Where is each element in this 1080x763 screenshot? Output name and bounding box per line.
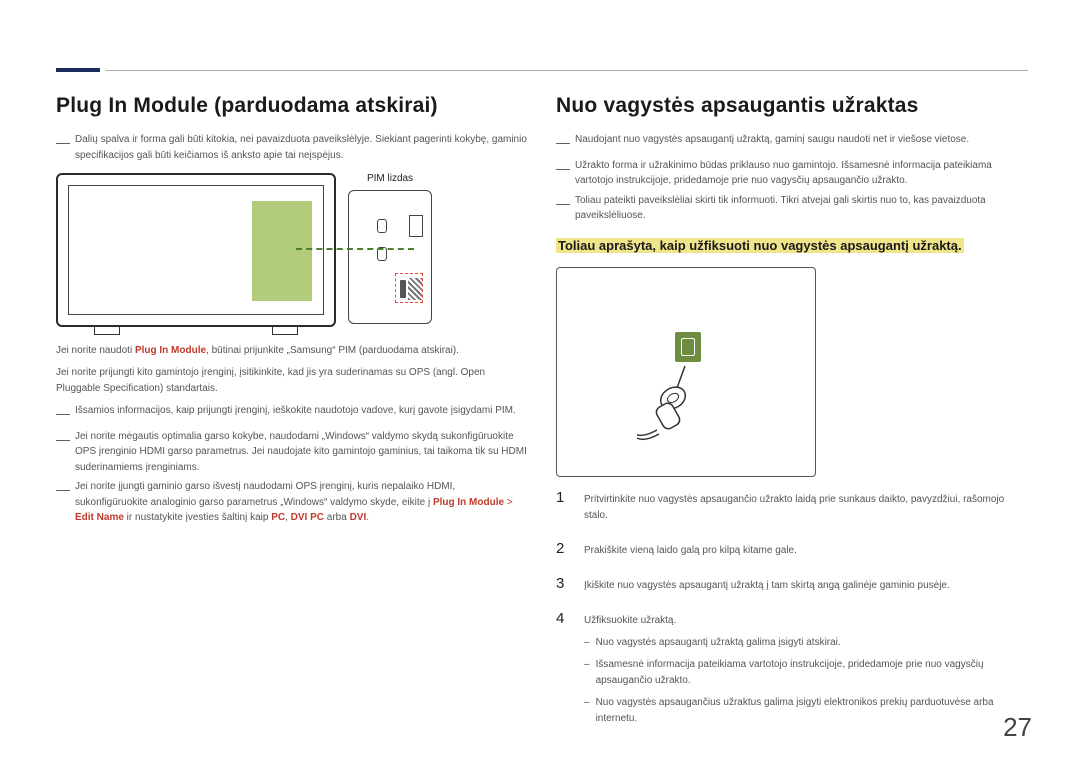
right-heading: Nuo vagystės apsaugantis užraktas <box>556 94 1028 118</box>
step-4-text: Užfiksuokite užraktą. <box>584 615 676 626</box>
bold-red-text: DVI <box>350 512 367 523</box>
text: Jei norite naudoti <box>56 345 135 356</box>
monitor-illustration <box>56 173 336 327</box>
left-heading: Plug In Module (parduodama atskirai) <box>56 94 528 118</box>
accent-bar <box>56 68 100 72</box>
diagram-row: PIM lizdas <box>56 173 528 327</box>
text: Jei norite įjungti gaminio garso išvestį… <box>75 481 455 508</box>
step-text: Prakiškite vieną laido galą pro kilpą ki… <box>584 543 1028 559</box>
note-text: Užrakto forma ir užrakinimo būdas prikla… <box>575 158 1028 189</box>
bold-red-text: Edit Name <box>75 512 124 523</box>
pim-module-illustration <box>348 190 432 324</box>
bullet-text: Išsamios informacijos, kaip prijungti įr… <box>75 403 516 425</box>
lock-diagram <box>556 267 816 477</box>
lock-cable-illustration <box>637 362 727 452</box>
monitor-pim-slot <box>252 201 312 301</box>
step-text: Užfiksuokite užraktą. ‒Nuo vagystės apsa… <box>584 613 1028 727</box>
text: arba <box>324 512 350 523</box>
sub-bullet-text: Išsamesnė informacija pateikiama vartoto… <box>596 657 1028 689</box>
dash-icon: ‒ <box>584 695 590 727</box>
pim-hole <box>377 219 387 233</box>
lock-slot-icon <box>675 332 701 362</box>
page-number: 27 <box>1003 712 1032 743</box>
bullet-text: Jei norite įjungti gaminio garso išvestį… <box>75 479 528 526</box>
bold-red-text: Plug In Module <box>433 497 504 508</box>
pim-highlighted-area <box>395 273 423 303</box>
step-row: 3 Įkiškite nuo vagystės apsaugantį užrak… <box>556 575 1028 594</box>
sub-bullet-text: Nuo vagystės apsaugančius užraktus galim… <box>596 695 1028 727</box>
right-column: Nuo vagystės apsaugantis užraktas ― Naud… <box>556 94 1028 733</box>
step-row: 4 Užfiksuokite užraktą. ‒Nuo vagystės ap… <box>556 610 1028 727</box>
left-intro-note: ― Dalių spalva ir forma gali būti kitoki… <box>56 132 528 163</box>
sub-bullet: ‒Išsamesnė informacija pateikiama vartot… <box>584 657 1028 689</box>
stand-right <box>272 326 298 335</box>
right-subheading: Toliau aprašyta, kaip užfiksuoti nuo vag… <box>556 238 964 253</box>
bold-red-text: PC <box>271 512 285 523</box>
sub-bullet-text: Nuo vagystės apsaugantį užraktą galima į… <box>596 635 841 651</box>
dash-icon: ― <box>56 403 70 425</box>
text: ir nustatykite įvesties šaltinį kaip <box>124 512 271 523</box>
dash-icon: ― <box>56 132 70 163</box>
note-text: Toliau pateikti paveikslėliai skirti tik… <box>575 193 1028 224</box>
step-row: 2 Prakiškite vieną laido galą pro kilpą … <box>556 540 1028 559</box>
dash-icon: ― <box>56 479 70 526</box>
dash-icon: ‒ <box>584 635 590 651</box>
subheading-wrap: Toliau aprašyta, kaip užfiksuoti nuo vag… <box>556 236 1028 256</box>
note-text: Dalių spalva ir forma gali būti kitokia,… <box>75 132 528 163</box>
dash-icon: ― <box>556 193 570 224</box>
pim-label: PIM lizdas <box>367 173 413 184</box>
pim-diagram: PIM lizdas <box>56 173 528 327</box>
text: . <box>366 512 369 523</box>
sub-bullet: ‒Nuo vagystės apsaugančius užraktus gali… <box>584 695 1028 727</box>
right-note-3: ― Toliau pateikti paveikslėliai skirti t… <box>556 193 1028 224</box>
dashed-connector <box>296 248 414 250</box>
dash-icon: ― <box>556 132 570 154</box>
page-content: Plug In Module (parduodama atskirai) ― D… <box>0 0 1080 733</box>
left-para-2: Jei norite prijungti kito gamintojo įren… <box>56 365 528 397</box>
stand-left <box>94 326 120 335</box>
sub-bullet: ‒ Nuo vagystės apsaugantį užraktą galima … <box>584 635 1028 651</box>
left-bullet-3: ― Jei norite įjungti gaminio garso išves… <box>56 479 528 526</box>
steps-list: 1 Pritvirtinkite nuo vagystės apsauganči… <box>556 489 1028 727</box>
left-bullet-2: ― Jei norite mėgautis optimalia garso ko… <box>56 429 528 476</box>
dash-icon: ― <box>56 429 70 476</box>
step-number: 4 <box>556 610 570 627</box>
left-column: Plug In Module (parduodama atskirai) ― D… <box>56 94 528 733</box>
step-number: 3 <box>556 575 570 592</box>
right-note-1: ― Naudojant nuo vagystės apsaugantį užra… <box>556 132 1028 154</box>
dash-icon: ― <box>556 158 570 189</box>
dash-icon: ‒ <box>584 657 590 689</box>
bullet-text: Jei norite mėgautis optimalia garso koky… <box>75 429 528 476</box>
right-note-2: ― Užrakto forma ir užrakinimo būdas prik… <box>556 158 1028 189</box>
header-rule <box>106 70 1028 71</box>
text: , būtinai prijunkite „Samsung“ PIM (pard… <box>206 345 459 356</box>
left-bullet-1: ― Išsamios informacijos, kaip prijungti … <box>56 403 528 425</box>
pim-port <box>409 215 423 237</box>
left-para-1: Jei norite naudoti Plug In Module, būtin… <box>56 343 528 359</box>
step-text: Įkiškite nuo vagystės apsaugantį užraktą… <box>584 578 1028 594</box>
bold-red-text: Plug In Module <box>135 345 206 356</box>
step-text: Pritvirtinkite nuo vagystės apsaugančio … <box>584 492 1028 524</box>
bold-red-text: DVI PC <box>291 512 324 523</box>
note-text: Naudojant nuo vagystės apsaugantį užrakt… <box>575 132 969 154</box>
step-number: 1 <box>556 489 570 506</box>
step-number: 2 <box>556 540 570 557</box>
red-text: > <box>504 497 513 508</box>
step-row: 1 Pritvirtinkite nuo vagystės apsauganči… <box>556 489 1028 524</box>
lock-slot-inner <box>681 338 695 356</box>
